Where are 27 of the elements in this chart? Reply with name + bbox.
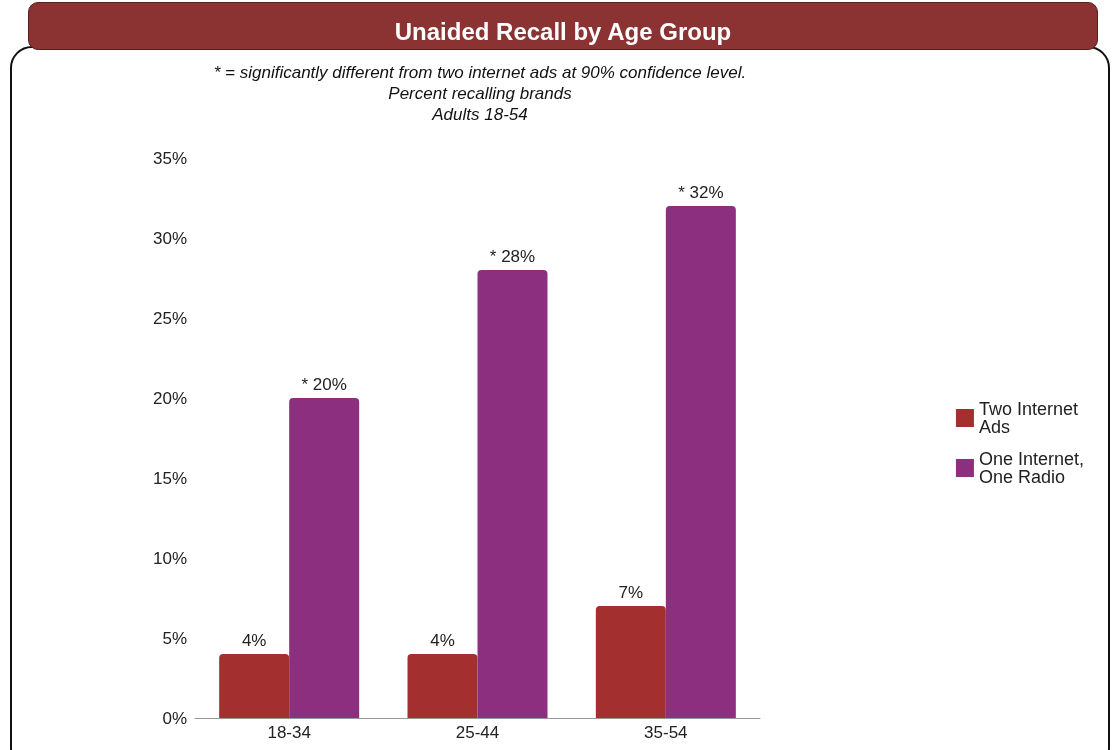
x-tick-label: 25-44 bbox=[455, 723, 500, 742]
y-tick-label: 5% bbox=[162, 628, 187, 648]
y-tick-label: 20% bbox=[152, 388, 187, 408]
chart-subtitle: * = significantly different from two internet ads at 90% confidence level. Percent recalling brands Adults 18-54 bbox=[212, 62, 748, 125]
chart-title: Unaided Recall by Age Group bbox=[28, 2, 1098, 50]
x-tick-label: 18-34 bbox=[267, 723, 311, 742]
bar bbox=[407, 654, 478, 718]
y-tick-label: 25% bbox=[152, 308, 187, 328]
bar bbox=[219, 654, 290, 718]
data-label: 7% bbox=[618, 583, 644, 602]
bar bbox=[595, 606, 666, 718]
legend-label: One Internet, One Radio bbox=[978, 449, 1090, 487]
data-label: 4% bbox=[241, 631, 267, 650]
data-label: * 20% bbox=[301, 375, 347, 394]
legend-label: Two Internet Ads bbox=[978, 399, 1083, 437]
bar bbox=[289, 398, 360, 718]
y-tick-label: 10% bbox=[152, 548, 187, 568]
bar bbox=[665, 206, 736, 718]
y-tick-label: 35% bbox=[152, 148, 187, 168]
bar bbox=[477, 270, 548, 718]
y-tick-label: 30% bbox=[152, 228, 187, 248]
data-label: 4% bbox=[430, 631, 455, 650]
x-tick-label: 35-54 bbox=[644, 723, 688, 742]
y-tick-label: 0% bbox=[162, 708, 187, 728]
y-tick-label: 15% bbox=[152, 468, 187, 488]
data-label: * 28% bbox=[489, 247, 536, 266]
data-label: * 32% bbox=[678, 183, 724, 202]
